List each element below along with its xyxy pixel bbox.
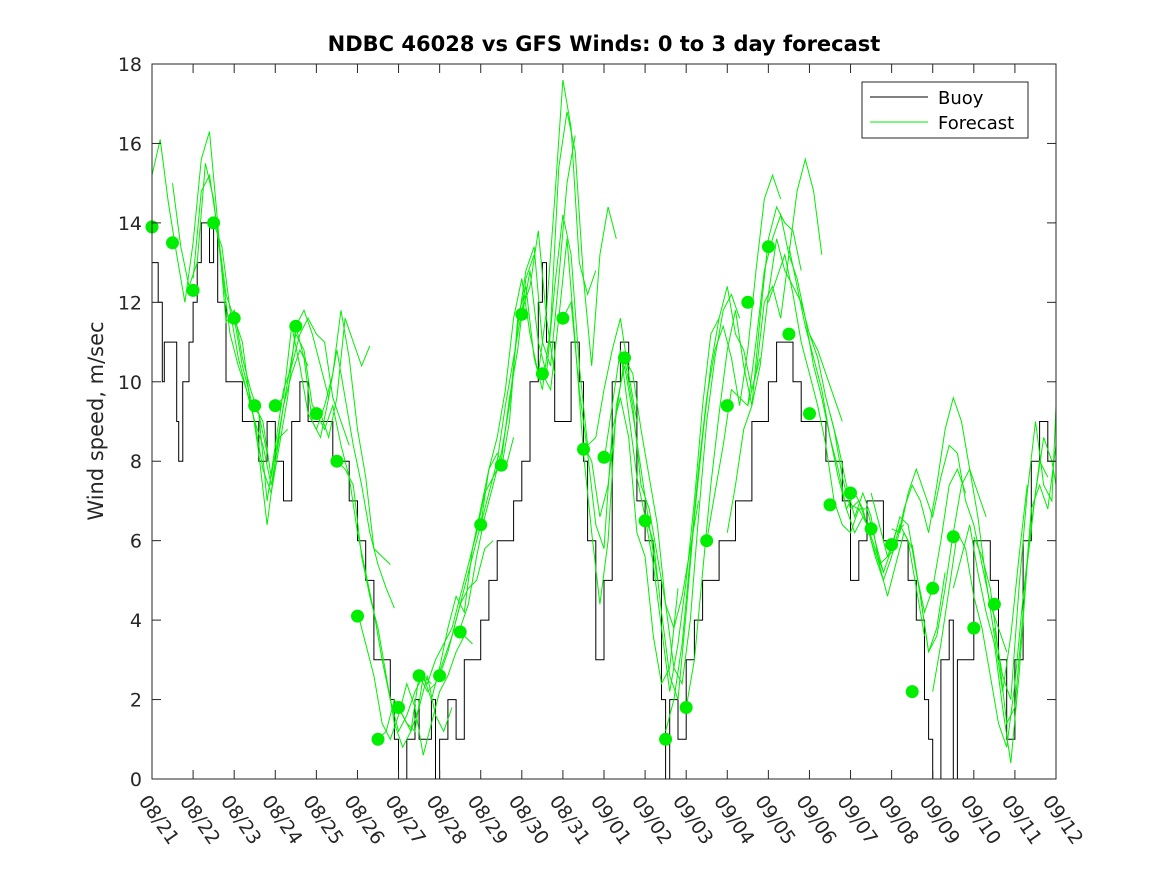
forecast-marker-36 (885, 538, 899, 552)
legend: Buoy Forecast (861, 81, 1029, 139)
forecast-marker-6 (268, 399, 282, 413)
forecast-line-25 (665, 173, 782, 732)
forecast-marker-30 (761, 240, 775, 254)
y-tick-label: 10 (118, 372, 142, 394)
forecast-line-18 (521, 214, 638, 447)
forecast-line-30 (767, 252, 884, 573)
forecast-line-17 (500, 111, 617, 470)
forecast-marker-25 (659, 732, 673, 746)
y-axis-label: Wind speed, m/sec (84, 321, 108, 520)
forecast-marker-20 (556, 311, 570, 325)
forecast-line-22 (603, 317, 720, 692)
forecast-marker-35 (864, 522, 878, 536)
forecast-line-35 (870, 395, 987, 558)
forecast-line-23 (624, 293, 741, 686)
forecast-series (151, 79, 1057, 764)
forecast-line-27 (706, 157, 823, 541)
forecast-marker-41 (987, 597, 1001, 611)
forecast-line-15 (459, 135, 576, 629)
y-tick-label: 14 (118, 213, 142, 235)
forecast-marker-33 (823, 498, 837, 512)
forecast-line-28 (726, 238, 843, 533)
y-tick-label: 0 (130, 769, 142, 791)
forecast-marker-3 (207, 216, 221, 230)
y-tick-label: 2 (130, 690, 142, 712)
forecast-marker-18 (515, 307, 529, 321)
forecast-marker-2 (186, 283, 200, 297)
forecast-marker-11 (371, 732, 385, 746)
forecast-marker-39 (946, 530, 960, 544)
analysis-markers (145, 216, 1001, 746)
plot-area (152, 64, 1056, 779)
forecast-line-5 (254, 318, 371, 478)
forecast-marker-34 (844, 486, 857, 500)
forecast-marker-19 (535, 367, 549, 381)
y-tick-label: 12 (118, 292, 142, 314)
forecast-marker-27 (700, 534, 714, 548)
forecast-line-10 (357, 612, 473, 756)
forecast-line-41 (993, 405, 1057, 700)
forecast-line-20 (562, 300, 679, 686)
forecast-marker-16 (474, 518, 488, 532)
forecast-marker-12 (392, 701, 405, 714)
forecast-line-39 (952, 437, 1057, 764)
forecast-marker-4 (227, 311, 241, 325)
y-tick-label: 4 (130, 610, 142, 632)
forecast-marker-23 (618, 351, 631, 365)
forecast-marker-8 (309, 407, 323, 421)
forecast-marker-9 (330, 454, 344, 468)
forecast-marker-17 (494, 458, 508, 472)
y-tick-label: 16 (118, 133, 142, 155)
forecast-line-21 (583, 357, 699, 630)
forecast-line-31 (788, 246, 905, 566)
y-tick-label: 18 (118, 54, 142, 76)
forecast-marker-14 (433, 669, 447, 683)
forecast-line-1 (172, 163, 288, 486)
forecast-marker-28 (720, 399, 734, 413)
forecast-line-19 (541, 238, 658, 605)
legend-buoy-label: Buoy (938, 88, 984, 109)
y-tick-label: 8 (130, 451, 142, 473)
forecast-line-3 (213, 222, 330, 495)
legend-forecast-label: Forecast (938, 113, 1014, 134)
forecast-marker-26 (679, 701, 693, 714)
forecast-line-13 (418, 254, 535, 685)
chart-title: NDBC 46028 vs GFS Winds: 0 to 3 day fore… (328, 32, 881, 56)
forecast-line-34 (850, 467, 967, 615)
forecast-marker-38 (926, 581, 940, 595)
forecast-marker-24 (638, 514, 652, 528)
forecast-line-12 (398, 437, 515, 733)
forecast-marker-21 (577, 442, 590, 456)
forecast-marker-7 (289, 319, 303, 333)
forecast-marker-40 (967, 621, 981, 635)
forecast-marker-31 (782, 327, 796, 341)
forecast-marker-1 (166, 236, 179, 250)
forecast-marker-5 (248, 399, 262, 413)
forecast-line-29 (747, 254, 864, 534)
forecast-line-37 (911, 467, 1028, 692)
y-tick-label: 6 (130, 531, 142, 553)
forecast-marker-10 (351, 609, 364, 623)
forecast-line-40 (973, 445, 1057, 726)
forecast-line-9 (336, 460, 453, 749)
forecast-marker-37 (905, 685, 919, 699)
forecast-marker-15 (453, 625, 467, 639)
forecast-marker-22 (597, 450, 611, 464)
legend-box (861, 81, 1029, 139)
forecast-marker-13 (412, 669, 426, 683)
forecast-line-7 (295, 326, 395, 609)
forecast-line-0 (151, 131, 268, 454)
forecast-marker-32 (803, 407, 816, 421)
forecast-marker-29 (741, 295, 755, 309)
